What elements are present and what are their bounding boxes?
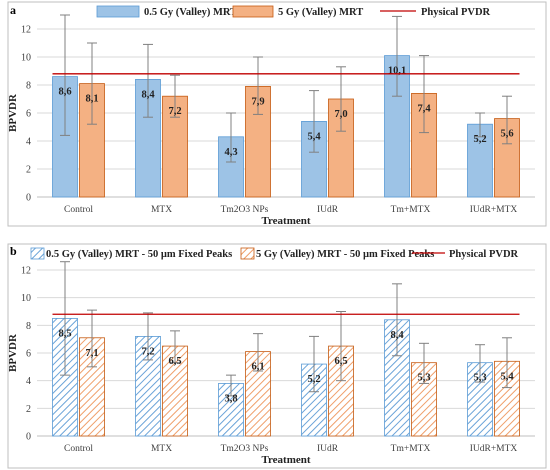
legend-swatch-series-1 — [232, 5, 274, 18]
y-tick-label: 0 — [26, 193, 31, 204]
panel-frame — [7, 1, 547, 227]
data-label: 8,4 — [141, 89, 155, 100]
y-tick-label: 4 — [26, 137, 31, 148]
y-tick-label: 10 — [21, 293, 31, 304]
data-label: 10,1 — [388, 66, 406, 77]
data-label: 6,5 — [168, 356, 181, 367]
bar-control-series-0 — [52, 318, 78, 437]
y-tick-label: 8 — [26, 81, 31, 92]
y-tick-label: 0 — [26, 432, 31, 443]
y-tick-label: 6 — [26, 109, 31, 120]
y-tick-label: 2 — [26, 404, 31, 415]
y-tick-label: 6 — [26, 349, 31, 360]
data-label: 8,4 — [390, 330, 404, 341]
y-axis-title: BPVDR — [7, 93, 19, 132]
data-label: 6,1 — [251, 362, 264, 373]
legend-swatch-series-0 — [96, 5, 140, 18]
data-label: 7,2 — [141, 346, 154, 357]
x-axis-title: Treatment — [261, 454, 310, 466]
bar-iudr-series-1 — [328, 345, 354, 437]
legend-label-series-1: 5 Gy (Valley) MRT - 50 µm Fixed Peaks — [256, 249, 434, 260]
y-axis-title: BPVDR — [7, 333, 19, 372]
x-tick-label: Tm2O3 NPs — [221, 444, 269, 454]
x-tick-label: IUdR — [317, 205, 339, 215]
data-label: 5,2 — [307, 374, 320, 385]
legend-label-pvdr: Physical PVDR — [421, 7, 491, 18]
x-tick-label: Tm+MTX — [391, 444, 431, 454]
y-tick-label: 12 — [21, 25, 31, 36]
data-label: 7,9 — [251, 96, 264, 107]
y-tick-label: 10 — [21, 53, 31, 64]
data-label: 4,3 — [224, 147, 237, 158]
x-axis-title: Treatment — [261, 215, 310, 227]
data-label: 5,3 — [473, 373, 486, 384]
legend-swatch-series-1 — [240, 247, 255, 260]
data-label: 5,4 — [500, 371, 514, 382]
panel-a: a 0 2 4 6 8 10 12 8,6 8,1 Control 8,4 7,2 MTX 4,3 7,9 Tm… — [7, 1, 547, 227]
legend-label-series-0: 0.5 Gy (Valley) MRT — [144, 7, 237, 18]
data-label: 3,8 — [224, 393, 237, 404]
data-label: 7,1 — [85, 348, 98, 359]
x-tick-label: Tm+MTX — [391, 205, 431, 215]
legend-label-pvdr: Physical PVDR — [449, 249, 519, 260]
data-label: 8,6 — [58, 87, 71, 98]
data-label: 5,3 — [417, 373, 430, 384]
y-tick-label: 4 — [26, 376, 31, 387]
legend-swatch-series-0 — [30, 247, 45, 260]
x-tick-label: IUdR+MTX — [470, 444, 518, 454]
data-label: 8,1 — [85, 94, 98, 105]
x-tick-label: Tm2O3 NPs — [221, 205, 269, 215]
x-tick-label: Control — [64, 205, 93, 215]
data-label: 7,4 — [417, 103, 431, 114]
data-label: 5,6 — [500, 129, 513, 140]
x-tick-label: Control — [64, 444, 93, 454]
x-tick-label: IUdR — [317, 444, 339, 454]
panel-b: b 0 2 4 6 8 10 12 8,5 7,1 Control 7,2 6,5 MTX 3,8 6,1 Tm… — [7, 243, 547, 469]
legend-label-series-0: 0.5 Gy (Valley) MRT - 50 µm Fixed Peaks — [46, 249, 232, 260]
y-tick-label: 2 — [26, 165, 31, 176]
data-label: 8,5 — [58, 328, 71, 339]
legend-label-series-1: 5 Gy (Valley) MRT — [278, 7, 363, 18]
panel-label: a — [10, 3, 16, 17]
data-label: 6,5 — [334, 356, 347, 367]
data-label: 7,2 — [168, 106, 181, 117]
panel-frame — [7, 243, 547, 469]
data-label: 5,2 — [473, 134, 486, 145]
y-tick-label: 8 — [26, 321, 31, 332]
data-label: 5,4 — [307, 131, 321, 142]
y-tick-label: 12 — [21, 266, 31, 277]
data-label: 7,0 — [334, 109, 347, 120]
x-tick-label: IUdR+MTX — [470, 205, 518, 215]
panel-label: b — [10, 244, 17, 258]
x-tick-label: MTX — [151, 444, 172, 454]
x-tick-label: MTX — [151, 205, 172, 215]
